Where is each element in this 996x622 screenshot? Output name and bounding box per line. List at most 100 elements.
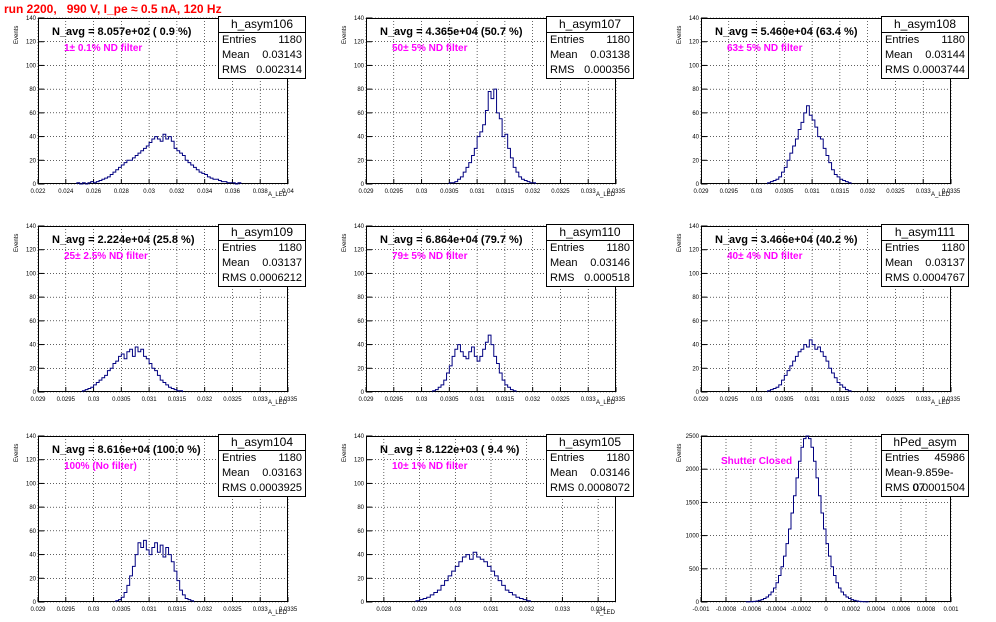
y-axis-label: Events bbox=[342, 25, 348, 44]
y-axis-label: Events bbox=[14, 233, 20, 252]
stats-value: 0.0001504 bbox=[913, 482, 965, 494]
filter-annotation: 40± 4% ND filter bbox=[727, 251, 803, 262]
stats-row-entries: Entries 1180 bbox=[219, 451, 305, 466]
stats-key: Mean bbox=[222, 467, 250, 479]
filter-annotation: 50± 5% ND filter bbox=[392, 43, 468, 54]
x-tick-label: 0.033 bbox=[555, 607, 571, 613]
stats-row-mean: Mean 0.03137 bbox=[219, 256, 305, 271]
y-tick-label: 40 bbox=[29, 553, 36, 559]
y-tick-label: 140 bbox=[354, 434, 365, 440]
y-tick-label: 60 bbox=[29, 319, 36, 325]
x-tick-label: 0.03 bbox=[88, 397, 100, 403]
x-tick-label: 0.0335 bbox=[279, 397, 298, 403]
y-tick-label: 0 bbox=[361, 600, 365, 606]
stats-title: h_asym108 bbox=[882, 17, 968, 33]
x-tick-label: 0.029 bbox=[693, 189, 709, 195]
x-tick-label: 0.031 bbox=[470, 397, 486, 403]
stats-row-mean: Mean 0.03163 bbox=[219, 466, 305, 481]
histogram-pad-h_asym110: 0.029 0.0295 0.03 0.0305 0.031 0.0315 0.032 0.0… bbox=[342, 224, 634, 406]
x-tick-label: 0.0002 bbox=[842, 607, 861, 613]
stats-title: h_asym109 bbox=[219, 225, 305, 241]
x-tick-label: 0.038 bbox=[253, 189, 269, 195]
stats-title: h_asym106 bbox=[219, 17, 305, 33]
filter-annotation: 25± 2.5% ND filter bbox=[64, 251, 148, 262]
stats-value: 0.000356 bbox=[584, 64, 630, 76]
stats-value: 0.0006212 bbox=[250, 272, 302, 284]
stats-value: 1180 bbox=[941, 34, 965, 46]
y-tick-label: 40 bbox=[29, 343, 36, 349]
stats-key: Entries bbox=[550, 242, 585, 254]
histogram-plot: 0.029 0.0295 0.03 0.0305 0.031 0.0315 0.032 0.0… bbox=[354, 16, 626, 195]
stats-value: 0.03144 bbox=[925, 49, 965, 61]
x-tick-label: 0.032 bbox=[197, 397, 213, 403]
stats-value: 0.03138 bbox=[590, 49, 630, 61]
stats-row-entries: Entries 1180 bbox=[547, 451, 633, 466]
histogram-series bbox=[76, 133, 242, 185]
stats-value: 0.03146 bbox=[590, 257, 630, 269]
stats-key: RMS bbox=[550, 64, 575, 76]
x-tick-label: 0.0315 bbox=[168, 397, 187, 403]
n-avg-annotation: N_avg = 5.460e+04 (63.4 %) bbox=[715, 26, 858, 38]
plot-frame bbox=[38, 226, 288, 392]
x-tick-label: 0.0335 bbox=[942, 397, 961, 403]
y-tick-label: 2500 bbox=[686, 434, 700, 440]
x-tick-label: 0.031 bbox=[142, 397, 158, 403]
stats-row-rms: RMS 0.000518 bbox=[547, 271, 633, 286]
x-axis-label: A_LED bbox=[596, 610, 616, 616]
stats-box: h_asym106 Entries 1180 Mean 0.03143 RMS 0.0023… bbox=[218, 16, 306, 79]
y-tick-label: 100 bbox=[689, 63, 700, 69]
stats-key: Mean bbox=[550, 467, 578, 479]
x-tick-label: 0.032 bbox=[197, 607, 213, 613]
x-tick-label: 0.03 bbox=[416, 189, 428, 195]
filter-annotation: 63± 5% ND filter bbox=[727, 43, 803, 54]
stats-title: h_asym110 bbox=[547, 225, 633, 241]
y-tick-label: 140 bbox=[354, 224, 365, 230]
y-tick-label: 60 bbox=[357, 529, 364, 535]
x-tick-label: 0.03 bbox=[751, 397, 763, 403]
y-tick-label: 20 bbox=[692, 158, 699, 164]
stats-box: h_asym108 Entries 1180 Mean 0.03144 RMS 0.0003… bbox=[881, 16, 969, 79]
x-tick-label: 0.0295 bbox=[385, 189, 404, 195]
stats-key: Entries bbox=[222, 34, 257, 46]
x-tick-label: 0.0335 bbox=[942, 189, 961, 195]
n-avg-annotation: N_avg = 4.365e+04 (50.7 %) bbox=[380, 26, 523, 38]
x-axis-label: A_LED bbox=[268, 610, 288, 616]
histogram-pad-h_asym106: 0.022 0.024 0.026 0.028 0.03 0.032 0.034 0.036 0… bbox=[14, 16, 306, 198]
stats-row-entries: Entries 1180 bbox=[882, 33, 968, 48]
stats-key: Mean bbox=[222, 257, 250, 269]
y-tick-label: 80 bbox=[357, 87, 364, 93]
stats-row-entries: Entries 1180 bbox=[882, 241, 968, 256]
y-tick-label: 80 bbox=[357, 505, 364, 511]
stats-row-mean: Mean 0.03143 bbox=[219, 48, 305, 63]
plot-frame bbox=[38, 18, 288, 184]
y-tick-label: 80 bbox=[29, 295, 36, 301]
stats-key: Mean bbox=[885, 49, 913, 61]
y-tick-label: 80 bbox=[29, 87, 36, 93]
x-tick-label: 0.033 bbox=[916, 397, 932, 403]
page-title: run 2200, 990 V, I_pe ≈ 0.5 nA, 120 Hz bbox=[4, 2, 222, 16]
stats-key: Entries bbox=[885, 452, 920, 464]
y-tick-label: 140 bbox=[26, 434, 37, 440]
x-tick-label: 0.0315 bbox=[831, 397, 850, 403]
y-tick-label: 100 bbox=[26, 271, 37, 277]
stats-box: hPed_asym Entries 45986 Mean -9.859e-07 RMS 0.… bbox=[881, 434, 969, 497]
stats-title: h_asym107 bbox=[547, 17, 633, 33]
x-tick-label: 0.033 bbox=[916, 189, 932, 195]
stats-value: 0.002314 bbox=[256, 64, 302, 76]
stats-value: 1180 bbox=[278, 34, 302, 46]
filter-annotation: 10± 1% ND filter bbox=[392, 461, 468, 472]
histogram-series bbox=[767, 105, 852, 184]
y-tick-label: 100 bbox=[26, 63, 37, 69]
x-tick-label: 0.029 bbox=[693, 397, 709, 403]
n-avg-annotation: N_avg = 8.057e+02 ( 0.9 %) bbox=[52, 26, 192, 38]
x-tick-label: 0.03 bbox=[751, 189, 763, 195]
y-tick-label: 120 bbox=[354, 40, 365, 46]
x-tick-label: 0.033 bbox=[581, 189, 597, 195]
histogram-pad-hPed_asym: -0.001 -0.0008 -0.0006 -0.0004 -0.0002 0 0.000… bbox=[677, 434, 969, 613]
x-tick-label: -0.0006 bbox=[741, 607, 762, 613]
x-tick-label: -0.001 bbox=[692, 607, 710, 613]
histogram-series bbox=[745, 435, 869, 603]
y-tick-label: 120 bbox=[26, 40, 37, 46]
stats-row-mean: Mean -9.859e-07 bbox=[882, 466, 968, 494]
stats-title: h_asym111 bbox=[882, 225, 968, 241]
